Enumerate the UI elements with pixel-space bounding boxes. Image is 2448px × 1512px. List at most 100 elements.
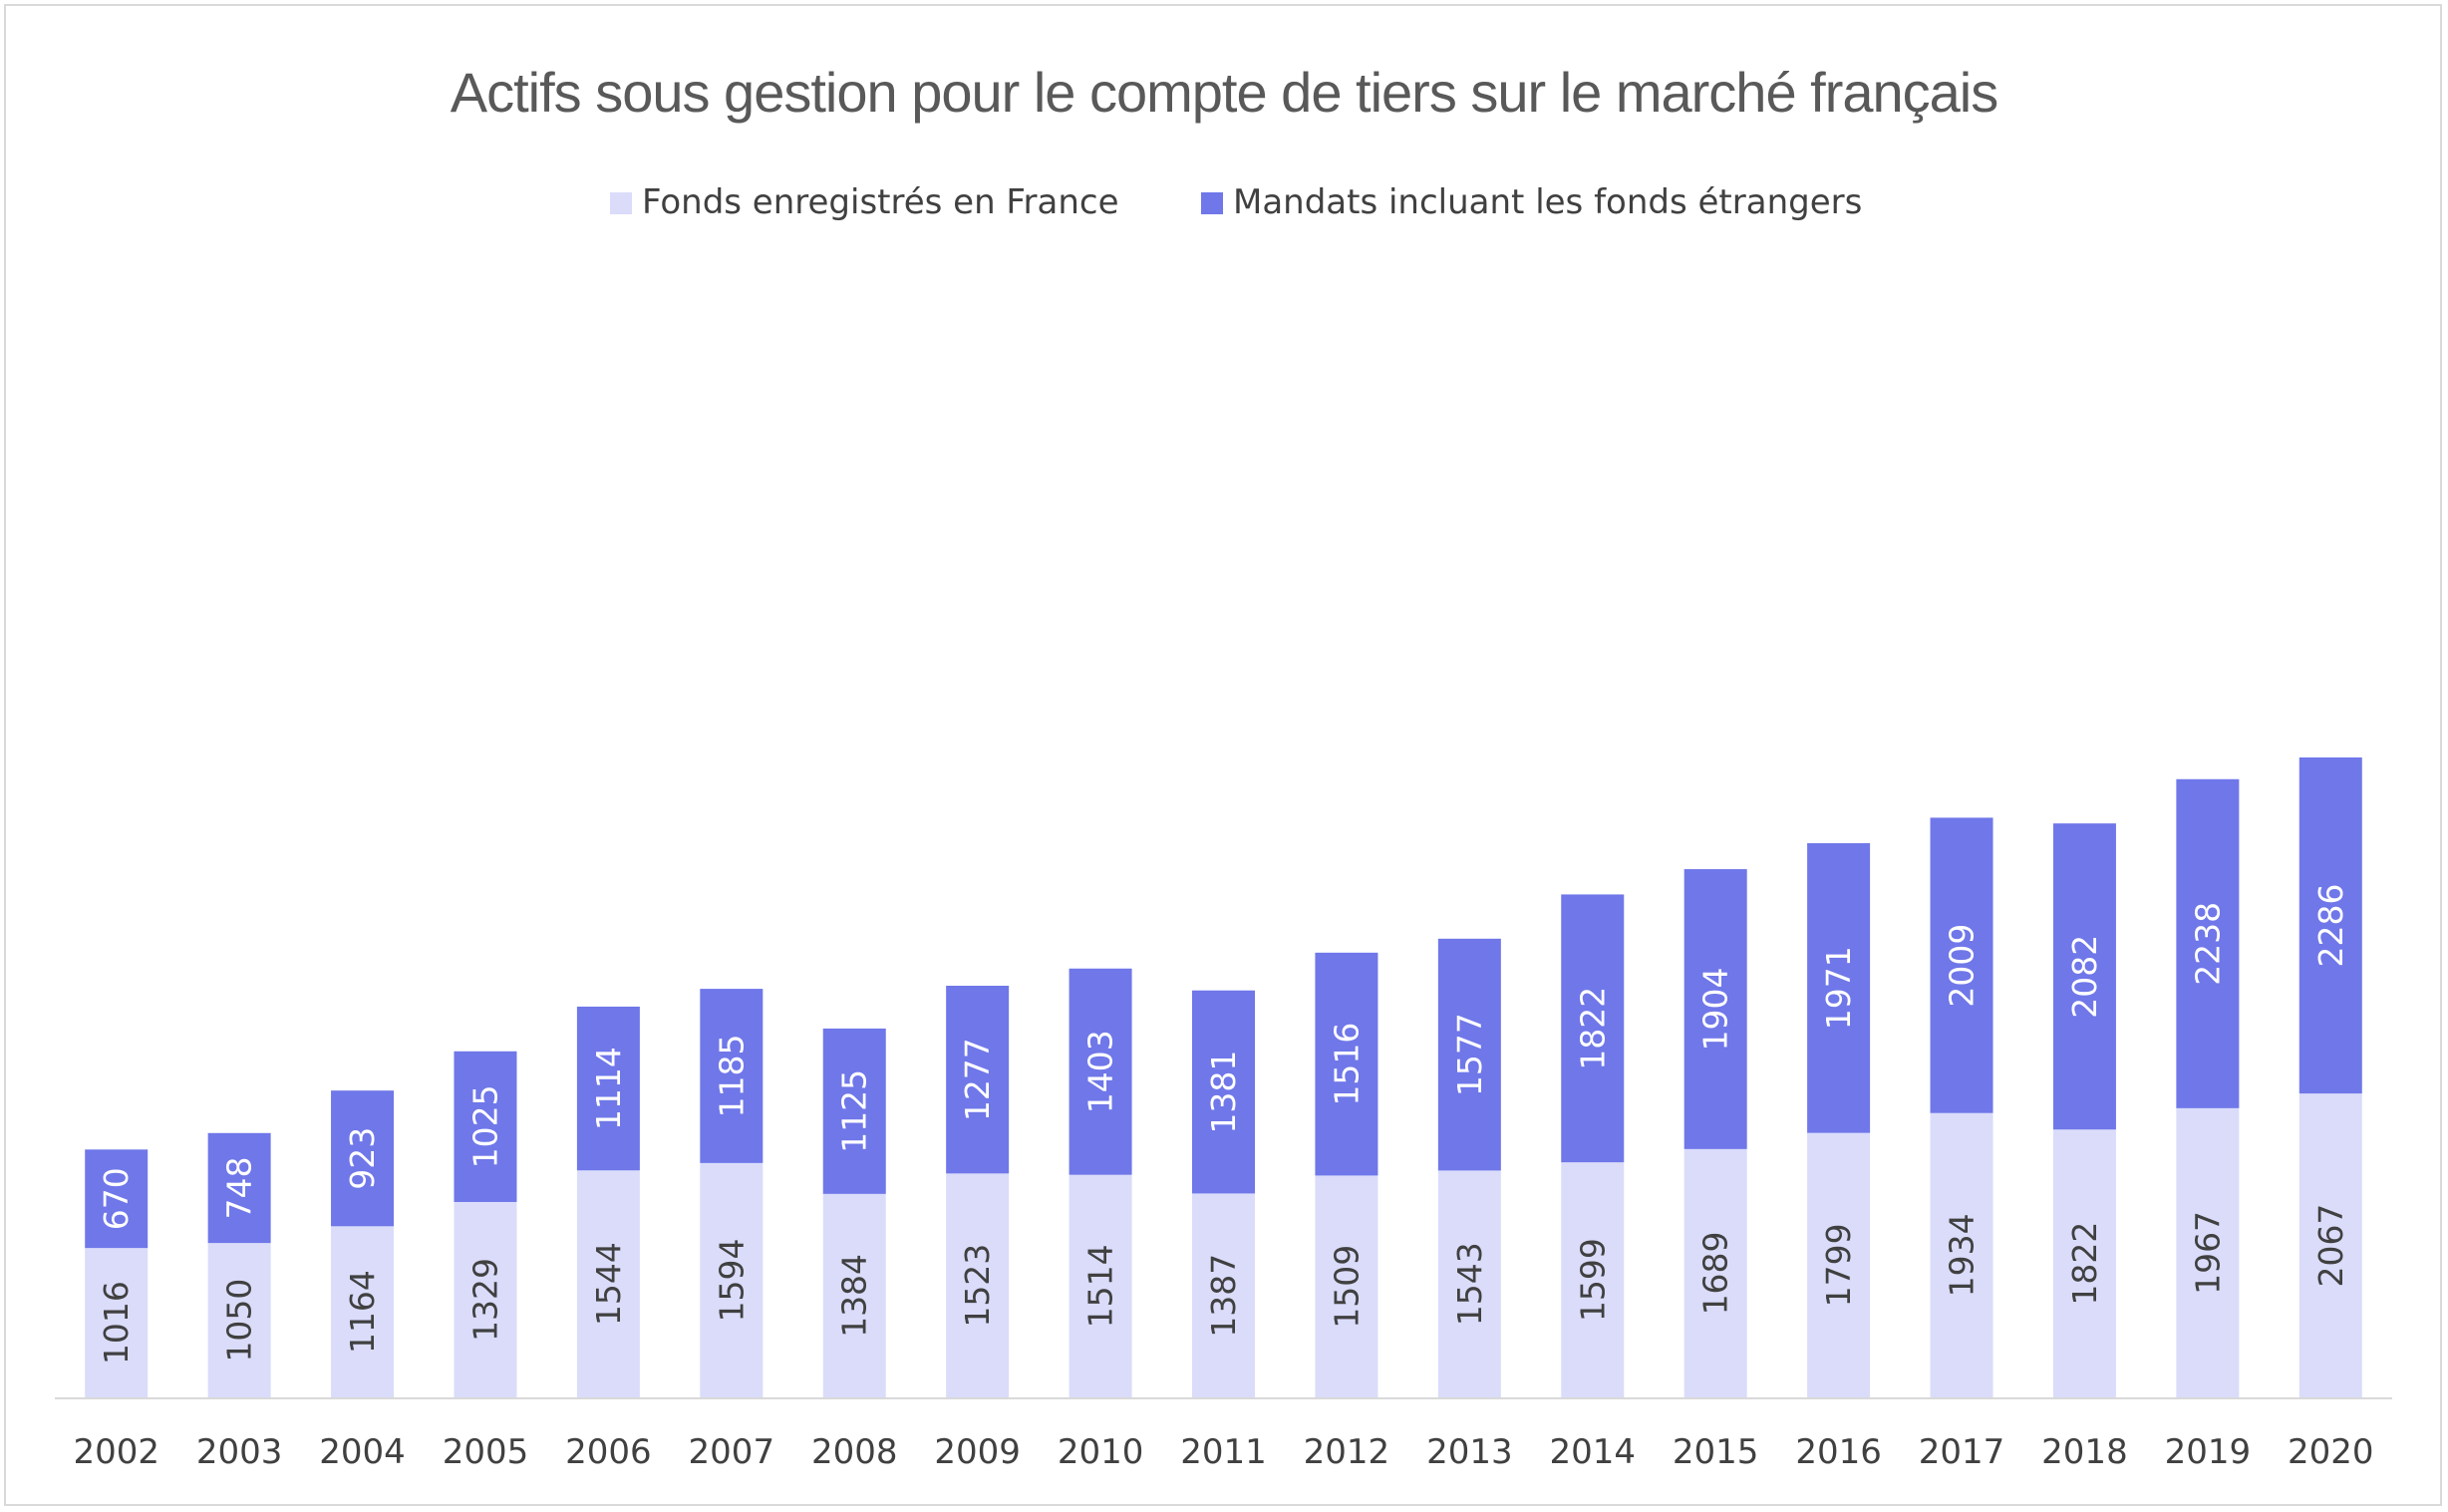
- bar-segment-fonds-2003: [207, 1243, 271, 1397]
- bar-segment-fonds-2010: [1069, 1174, 1132, 1397]
- data-label-fonds-2006: 1544: [589, 1242, 628, 1326]
- x-tick-label-2012: 2012: [1304, 1432, 1390, 1472]
- data-label-fonds-2019: 1967: [2188, 1211, 2227, 1295]
- x-tick-label-2006: 2006: [565, 1432, 652, 1472]
- x-tick-label-2020: 2020: [2288, 1432, 2374, 1472]
- bar-segment-mandats-2012: [1315, 952, 1378, 1176]
- data-label-mandats-2019: 2238: [2188, 902, 2227, 986]
- x-tick-label-2013: 2013: [1426, 1432, 1513, 1472]
- legend-swatch-1: [1201, 192, 1223, 214]
- bar-segment-fonds-2015: [1683, 1148, 1747, 1397]
- x-tick-label-2009: 2009: [934, 1432, 1021, 1472]
- x-tick-label-2016: 2016: [1795, 1432, 1882, 1472]
- bar-segment-fonds-2019: [2176, 1107, 2240, 1397]
- bar-segment-fonds-2018: [2052, 1129, 2116, 1397]
- data-label-mandats-2008: 1125: [835, 1069, 874, 1153]
- bar-segment-mandats-2014: [1561, 894, 1625, 1163]
- data-label-fonds-2010: 1514: [1081, 1244, 1120, 1328]
- data-label-fonds-2013: 1543: [1450, 1242, 1489, 1326]
- data-label-mandats-2011: 1381: [1204, 1051, 1243, 1134]
- x-tick-label-2002: 2002: [73, 1432, 159, 1472]
- data-label-mandats-2015: 1904: [1696, 967, 1735, 1051]
- bar-segment-fonds-2016: [1807, 1132, 1871, 1397]
- x-tick-labels: 2002 2003 2004 2005 2006 2007 2008 2009 2010 2011…: [73, 1432, 2373, 1472]
- bar-segment-mandats-2004: [331, 1090, 395, 1227]
- data-label-mandats-2004: 923: [343, 1127, 382, 1190]
- bar-segment-mandats-2020: [2298, 756, 2362, 1094]
- data-label-mandats-2002: 670: [97, 1167, 136, 1230]
- bar-segment-mandats-2003: [207, 1132, 271, 1244]
- bar-segment-mandats-2015: [1683, 869, 1747, 1149]
- data-label-fonds-2009: 1523: [958, 1244, 997, 1328]
- data-label-mandats-2003: 748: [220, 1156, 259, 1219]
- bar-segment-fonds-2006: [576, 1170, 640, 1397]
- legend-swatch-0: [610, 192, 632, 214]
- bar-segment-fonds-2009: [946, 1173, 1010, 1397]
- bar-segment-fonds-2002: [85, 1248, 149, 1397]
- data-label-fonds-2003: 1050: [220, 1279, 259, 1362]
- bar-segment-mandats-2017: [1930, 817, 1993, 1113]
- x-tick-label-2003: 2003: [196, 1432, 283, 1472]
- bar-segment-mandats-2019: [2176, 778, 2240, 1108]
- x-tick-label-2010: 2010: [1058, 1432, 1144, 1472]
- data-label-mandats-2016: 1971: [1819, 946, 1858, 1030]
- data-label-fonds-2017: 1934: [1943, 1213, 1982, 1297]
- data-label-fonds-2020: 2067: [2311, 1204, 2350, 1288]
- data-label-fonds-2007: 1594: [712, 1238, 751, 1322]
- data-label-mandats-2013: 1577: [1450, 1013, 1489, 1096]
- bar-segment-fonds-2017: [1930, 1112, 1993, 1397]
- x-tick-label-2008: 2008: [811, 1432, 898, 1472]
- data-label-mandats-2020: 2286: [2311, 884, 2350, 968]
- bar-segment-mandats-2016: [1807, 842, 1871, 1133]
- data-label-fonds-2015: 1689: [1696, 1231, 1735, 1315]
- bar-segment-mandats-2011: [1192, 990, 1255, 1194]
- bar-segment-fonds-2005: [454, 1201, 517, 1397]
- data-label-mandats-2014: 1822: [1573, 987, 1612, 1070]
- data-label-fonds-2016: 1799: [1819, 1223, 1858, 1307]
- bar-segment-mandats-2009: [946, 986, 1010, 1174]
- data-label-fonds-2008: 1384: [835, 1254, 874, 1338]
- bar-segment-fonds-2020: [2298, 1093, 2362, 1397]
- data-label-fonds-2011: 1387: [1204, 1254, 1243, 1338]
- data-label-mandats-2012: 1516: [1327, 1023, 1366, 1106]
- bar-segment-mandats-2007: [700, 989, 764, 1163]
- chart-title: Actifs sous gestion pour le compte de ti…: [450, 61, 1999, 124]
- data-label-mandats-2018: 2082: [2065, 935, 2104, 1019]
- x-tick-label-2007: 2007: [689, 1432, 775, 1472]
- bar-segment-mandats-2010: [1069, 968, 1132, 1175]
- bar-segment-mandats-2006: [576, 1006, 640, 1171]
- data-labels: 1016 670 1050 748 1164 923 1329 1025 1544 1114 159…: [97, 884, 2350, 1365]
- bar-segment-fonds-2014: [1561, 1162, 1625, 1397]
- data-label-fonds-2012: 1509: [1327, 1245, 1366, 1329]
- bar-segment-fonds-2008: [822, 1193, 886, 1397]
- legend-label-1: Mandats incluant les fonds étrangers: [1233, 182, 1862, 222]
- bar-segment-mandats-2002: [85, 1149, 149, 1249]
- bar-segment-mandats-2013: [1437, 938, 1501, 1171]
- data-label-fonds-2014: 1599: [1573, 1238, 1612, 1322]
- bar-segment-fonds-2011: [1192, 1193, 1255, 1397]
- bars: [85, 756, 2362, 1397]
- legend-label-0: Fonds enregistrés en France: [642, 182, 1119, 222]
- data-label-fonds-2004: 1164: [343, 1270, 382, 1354]
- data-label-fonds-2005: 1329: [465, 1258, 504, 1342]
- data-label-mandats-2010: 1403: [1081, 1030, 1120, 1113]
- x-tick-label-2005: 2005: [443, 1432, 529, 1472]
- data-label-mandats-2006: 1114: [589, 1047, 628, 1130]
- bar-segment-mandats-2018: [2052, 823, 2116, 1130]
- x-tick-label-2014: 2014: [1549, 1432, 1636, 1472]
- x-tick-label-2011: 2011: [1180, 1432, 1267, 1472]
- data-label-fonds-2002: 1016: [97, 1281, 136, 1364]
- bar-segment-mandats-2005: [454, 1051, 517, 1202]
- data-label-mandats-2017: 2009: [1943, 924, 1982, 1008]
- data-label-mandats-2009: 1277: [958, 1038, 997, 1121]
- bar-segment-mandats-2008: [822, 1028, 886, 1194]
- x-tick-label-2004: 2004: [319, 1432, 406, 1472]
- data-label-mandats-2005: 1025: [465, 1084, 504, 1168]
- legend: Fonds enregistrés en France Mandats inclu…: [610, 182, 1862, 222]
- bar-segment-fonds-2012: [1315, 1175, 1378, 1397]
- bar-segment-fonds-2004: [331, 1226, 395, 1397]
- x-tick-label-2017: 2017: [1919, 1432, 2005, 1472]
- data-label-mandats-2007: 1185: [712, 1034, 751, 1117]
- bar-segment-fonds-2013: [1437, 1170, 1501, 1397]
